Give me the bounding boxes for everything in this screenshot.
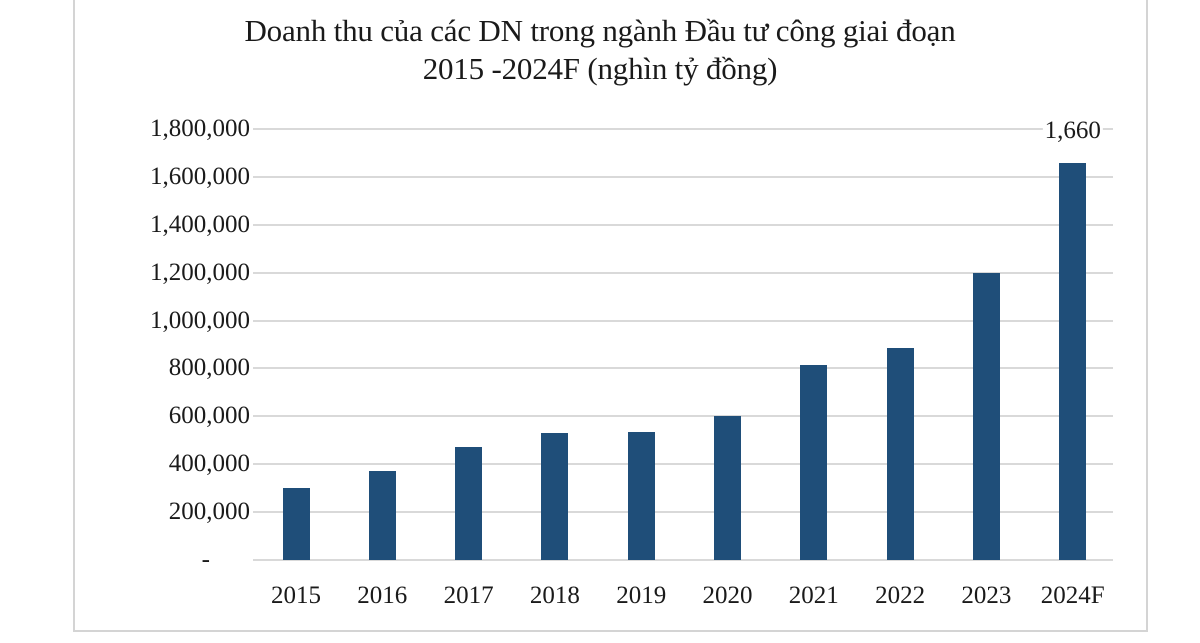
gridline: [253, 271, 1113, 274]
bar-2019: [627, 431, 655, 560]
bar-2021: [800, 364, 828, 560]
gridline: [253, 175, 1113, 178]
chart-title-line-2: 2015 -2024F (nghìn tỷ đồng): [422, 51, 778, 86]
gridline: [253, 559, 1113, 561]
y-axis-tick-label: 400,000: [168, 450, 250, 478]
y-axis-tick-label: -: [201, 546, 210, 573]
bar-2018: [541, 433, 569, 560]
data-label: 1,660: [1042, 116, 1103, 145]
gridline: [253, 128, 1113, 130]
bar-2022: [886, 348, 914, 560]
x-axis-tick-label: 2015: [271, 582, 321, 609]
chart-title: Doanh thu của các DN trong ngành Đầu tư …: [150, 12, 1050, 88]
x-axis-tick-label: 2018: [529, 582, 580, 609]
bar-2020: [714, 416, 741, 560]
gridline: [253, 415, 1113, 418]
bar-2015: [282, 488, 310, 560]
chart-frame: [73, 0, 1148, 632]
gridline: [253, 367, 1113, 370]
x-axis-tick-label: 2021: [788, 582, 839, 609]
x-axis-tick-label: 2016: [357, 582, 408, 609]
x-axis-tick-label: 2017: [443, 582, 494, 609]
y-axis-tick-label: 800,000: [168, 354, 250, 382]
gridline: [253, 463, 1113, 466]
bar-2017: [455, 447, 483, 560]
y-axis-tick-label: 1,600,000: [150, 162, 250, 190]
x-axis-tick-label: 2024F: [1040, 582, 1105, 609]
x-axis-tick-label: 2019: [616, 582, 667, 609]
y-axis-tick-label: 1,000,000: [150, 306, 250, 334]
y-axis-tick-label: 600,000: [168, 402, 250, 430]
gridline: [253, 223, 1113, 226]
x-axis-tick-label: 2020: [702, 582, 753, 609]
x-axis-tick-label: 2023: [961, 582, 1012, 609]
bar-2023: [972, 272, 1000, 560]
y-axis-tick-label: 200,000: [168, 498, 250, 526]
x-axis-tick-label: 2022: [875, 582, 926, 609]
y-axis-tick-label: 1,200,000: [150, 258, 250, 286]
y-axis-tick-label: 1,800,000: [150, 115, 250, 142]
gridline: [253, 319, 1113, 322]
chart-title-line-1: Doanh thu của các DN trong ngành Đầu tư …: [244, 13, 956, 48]
gridline: [253, 511, 1113, 514]
bar-2024F: [1059, 162, 1087, 560]
y-axis-tick-label: 1,400,000: [150, 210, 250, 238]
bar-2016: [368, 471, 396, 560]
